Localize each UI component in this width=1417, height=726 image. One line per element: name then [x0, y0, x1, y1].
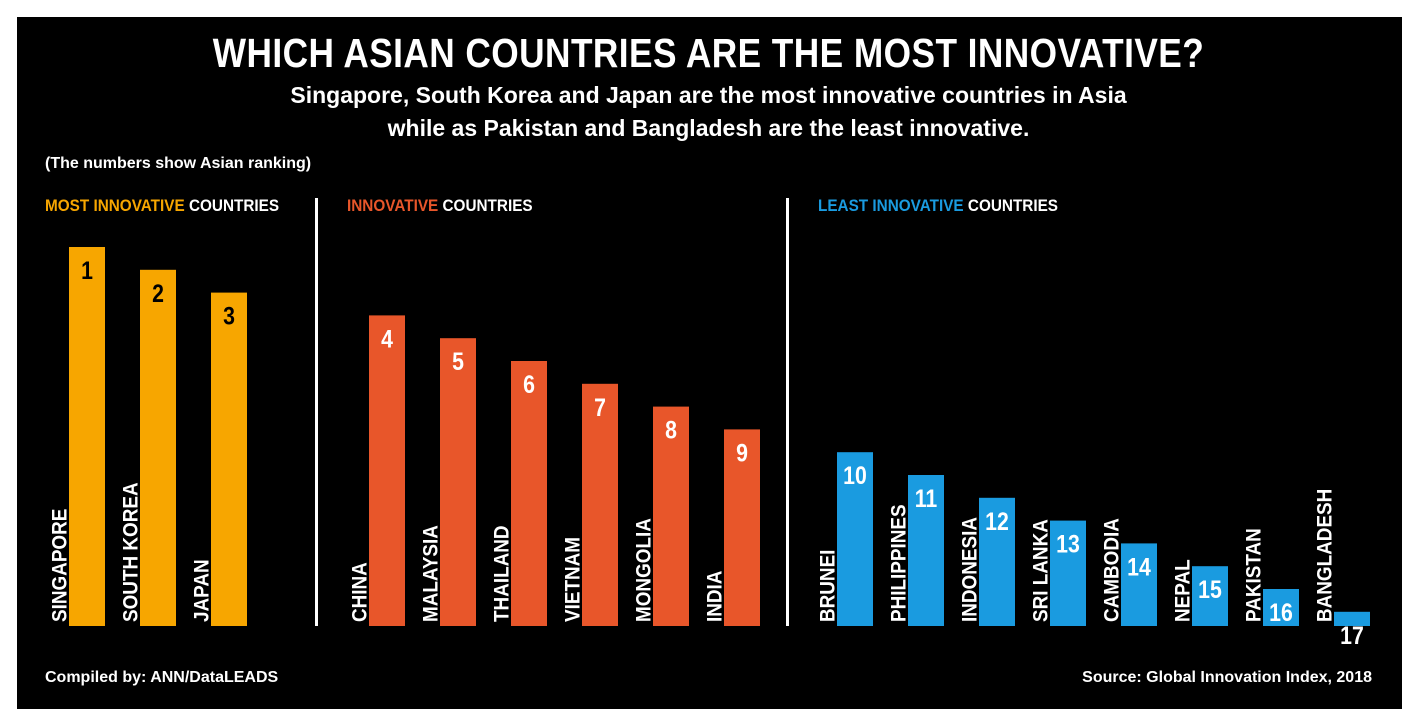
country-label: JAPAN: [190, 559, 213, 622]
country-label: SOUTH KOREA: [119, 482, 142, 622]
section-header-rest: COUNTRIES: [438, 196, 533, 215]
rank-label: 8: [665, 416, 677, 444]
section-header-innovative: INNOVATIVE COUNTRIES: [347, 196, 533, 216]
bar-singapore: [69, 247, 105, 626]
chart-subtitle-line-2: while as Pakistan and Bangladesh are the…: [387, 115, 1030, 141]
country-label: INDONESIA: [958, 517, 981, 622]
section-header-most-innovative: MOST INNOVATIVE COUNTRIES: [45, 196, 279, 216]
bar-mongolia: [653, 406, 689, 626]
section-header-rest: COUNTRIES: [184, 196, 280, 215]
rank-label: 2: [152, 279, 164, 307]
rank-label: 4: [381, 325, 393, 353]
bar-sri-lanka: [1050, 520, 1086, 626]
bar-south-korea: [140, 269, 176, 626]
bar-india: [724, 429, 760, 626]
country-label: MONGOLIA: [632, 518, 655, 622]
country-label: CAMBODIA: [1100, 518, 1123, 622]
rank-label: 10: [843, 462, 867, 490]
rank-label: 16: [1269, 598, 1293, 626]
rank-label: 3: [223, 302, 235, 330]
bar-philippines: [908, 475, 944, 626]
compiled-by: Compiled by: ANN/DataLEADS: [45, 669, 279, 686]
country-label: CHINA: [348, 562, 371, 622]
chart-subtitle-line-1: Singapore, South Korea and Japan are the…: [290, 82, 1127, 108]
country-label: VIETNAM: [561, 537, 584, 622]
section-header-accent: INNOVATIVE: [347, 196, 439, 215]
rank-label: 9: [736, 439, 748, 467]
country-label: PHILIPPINES: [887, 504, 910, 622]
bar-japan: [211, 292, 247, 626]
country-label: BANGLADESH: [1313, 489, 1336, 622]
ranking-note: (The numbers show Asian ranking): [45, 155, 312, 172]
bar-brunei: [837, 452, 873, 626]
rank-label: 7: [594, 393, 606, 421]
bar-nepal: [1192, 566, 1228, 626]
rank-label: 12: [985, 507, 1009, 535]
chart-title: WHICH ASIAN COUNTRIES ARE THE MOST INNOV…: [212, 30, 1205, 76]
bar-malaysia: [440, 338, 476, 626]
section-header-accent: MOST INNOVATIVE: [45, 196, 185, 215]
bar-pakistan: [1263, 589, 1299, 626]
country-label: SRI LANKA: [1029, 519, 1052, 622]
source-note: Source: Global Innovation Index, 2018: [1082, 669, 1372, 686]
country-label: INDIA: [703, 571, 726, 622]
bar-china: [369, 315, 405, 626]
rank-label: 11: [915, 484, 938, 512]
chart-background: [17, 17, 1402, 709]
rank-label: 14: [1127, 553, 1151, 581]
bar-thailand: [511, 361, 547, 626]
bar-bangladesh: [1334, 611, 1370, 626]
country-label: NEPAL: [1171, 559, 1194, 622]
section-header-rest: COUNTRIES: [963, 196, 1059, 215]
country-label: THAILAND: [490, 525, 513, 622]
bar-cambodia: [1121, 543, 1157, 626]
country-label: MALAYSIA: [419, 525, 442, 622]
rank-label: 13: [1056, 530, 1080, 558]
bar-indonesia: [979, 497, 1015, 626]
section-divider-1: [315, 198, 318, 626]
rank-label: 6: [523, 370, 535, 398]
rank-label: 15: [1198, 576, 1222, 604]
rank-label: 17: [1340, 621, 1364, 649]
rank-label: 5: [452, 348, 464, 376]
section-header-least-innovative: LEAST INNOVATIVE COUNTRIES: [818, 196, 1058, 216]
section-header-accent: LEAST INNOVATIVE: [818, 196, 964, 215]
rank-label: 1: [81, 256, 93, 284]
section-divider-2: [786, 198, 789, 626]
country-label: SINGAPORE: [48, 509, 71, 622]
country-label: PAKISTAN: [1242, 528, 1265, 622]
bar-vietnam: [582, 383, 618, 626]
country-label: BRUNEI: [816, 550, 839, 622]
